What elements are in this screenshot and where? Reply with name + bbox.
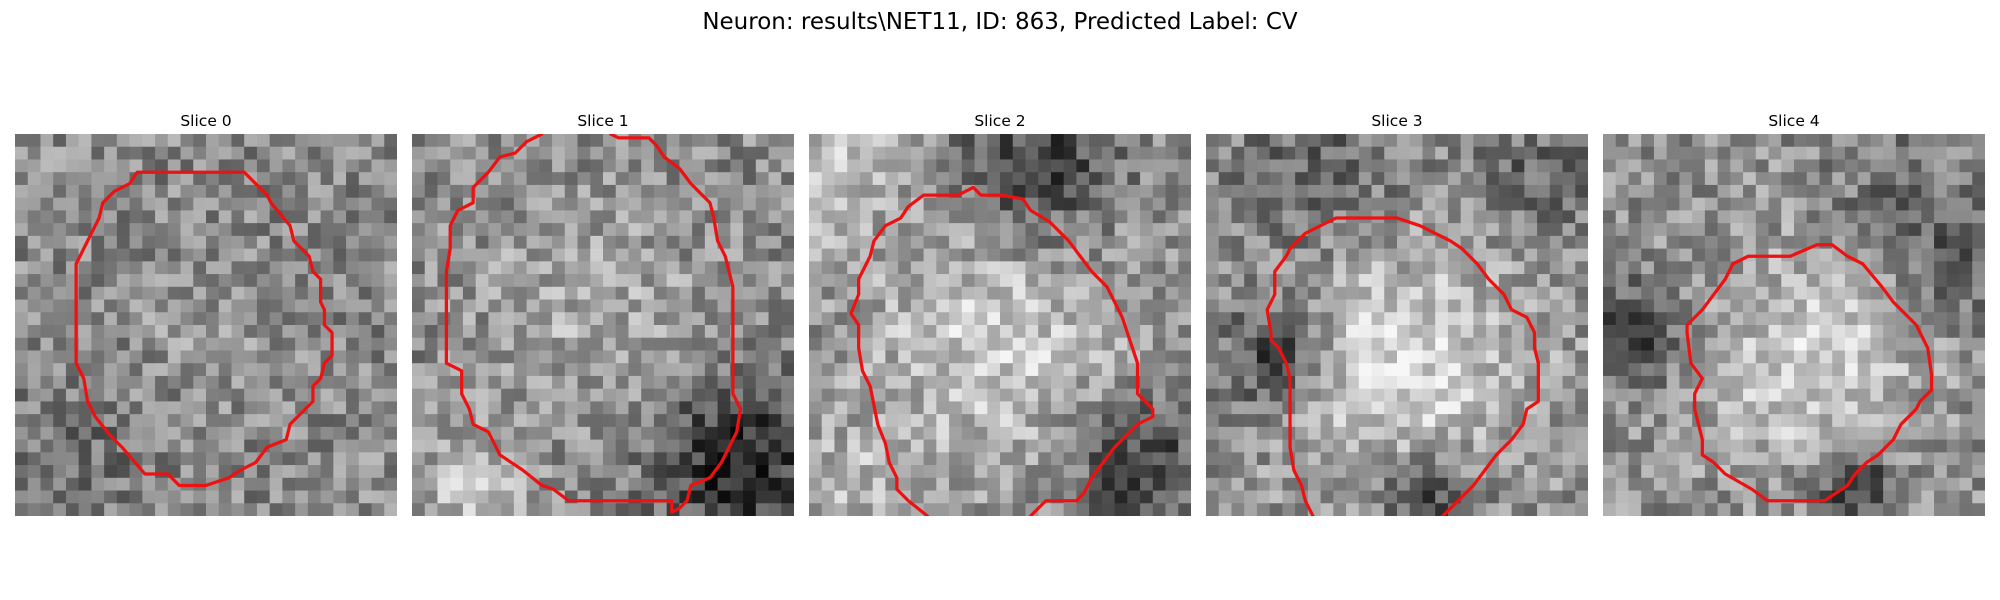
em-slice-image <box>809 134 1191 516</box>
segmentation-contour <box>74 170 334 488</box>
slice-title: Slice 4 <box>1768 112 1820 130</box>
segmentation-contour <box>1265 216 1540 516</box>
em-slice-image <box>15 134 397 516</box>
slice-title: Slice 2 <box>974 112 1026 130</box>
slice-panel-4: Slice 4 <box>1603 110 1985 516</box>
segmentation-contour <box>849 185 1155 516</box>
slice-panel-3: Slice 3 <box>1206 110 1588 516</box>
slice-panel-1: Slice 1 <box>412 110 794 516</box>
slice-title: Slice 0 <box>180 112 232 130</box>
slice-panel-0: Slice 0 <box>15 110 397 516</box>
slice-pixels <box>809 134 1191 516</box>
em-slice-image <box>1603 134 1985 516</box>
em-slice-image <box>412 134 794 516</box>
segmentation-contour <box>1685 243 1934 503</box>
figure-title: Neuron: results\NET11, ID: 863, Predicte… <box>702 9 1298 35</box>
slice-pixels <box>15 134 397 516</box>
slice-pixels <box>1603 134 1985 516</box>
slice-title: Slice 1 <box>577 112 629 130</box>
em-slice-image <box>1206 134 1588 516</box>
slice-panel-2: Slice 2 <box>809 110 1191 516</box>
segmentation-contour <box>444 134 743 514</box>
slice-title: Slice 3 <box>1371 112 1423 130</box>
slice-pixels <box>1206 134 1588 516</box>
